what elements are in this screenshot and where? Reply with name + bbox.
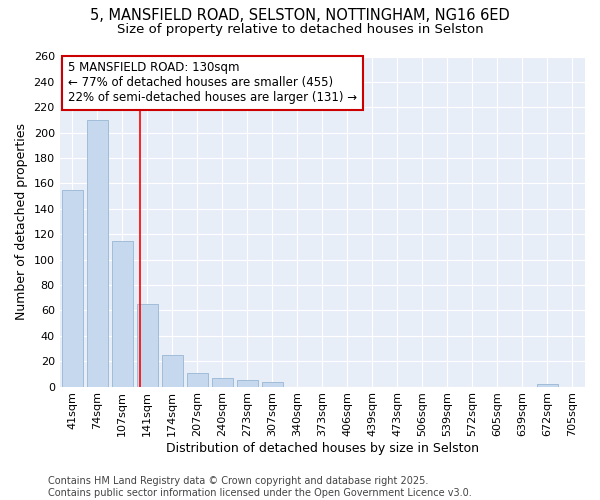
Bar <box>62 190 83 386</box>
Text: Contains HM Land Registry data © Crown copyright and database right 2025.
Contai: Contains HM Land Registry data © Crown c… <box>48 476 472 498</box>
Y-axis label: Number of detached properties: Number of detached properties <box>15 123 28 320</box>
Text: Size of property relative to detached houses in Selston: Size of property relative to detached ho… <box>116 22 484 36</box>
Bar <box>112 240 133 386</box>
Bar <box>236 380 258 386</box>
Bar <box>161 355 183 386</box>
Text: 5 MANSFIELD ROAD: 130sqm
← 77% of detached houses are smaller (455)
22% of semi-: 5 MANSFIELD ROAD: 130sqm ← 77% of detach… <box>68 62 356 104</box>
Bar <box>537 384 558 386</box>
Bar <box>262 382 283 386</box>
Bar <box>86 120 108 386</box>
Bar <box>137 304 158 386</box>
Bar <box>212 378 233 386</box>
Bar <box>187 372 208 386</box>
X-axis label: Distribution of detached houses by size in Selston: Distribution of detached houses by size … <box>166 442 479 455</box>
Text: 5, MANSFIELD ROAD, SELSTON, NOTTINGHAM, NG16 6ED: 5, MANSFIELD ROAD, SELSTON, NOTTINGHAM, … <box>90 8 510 22</box>
